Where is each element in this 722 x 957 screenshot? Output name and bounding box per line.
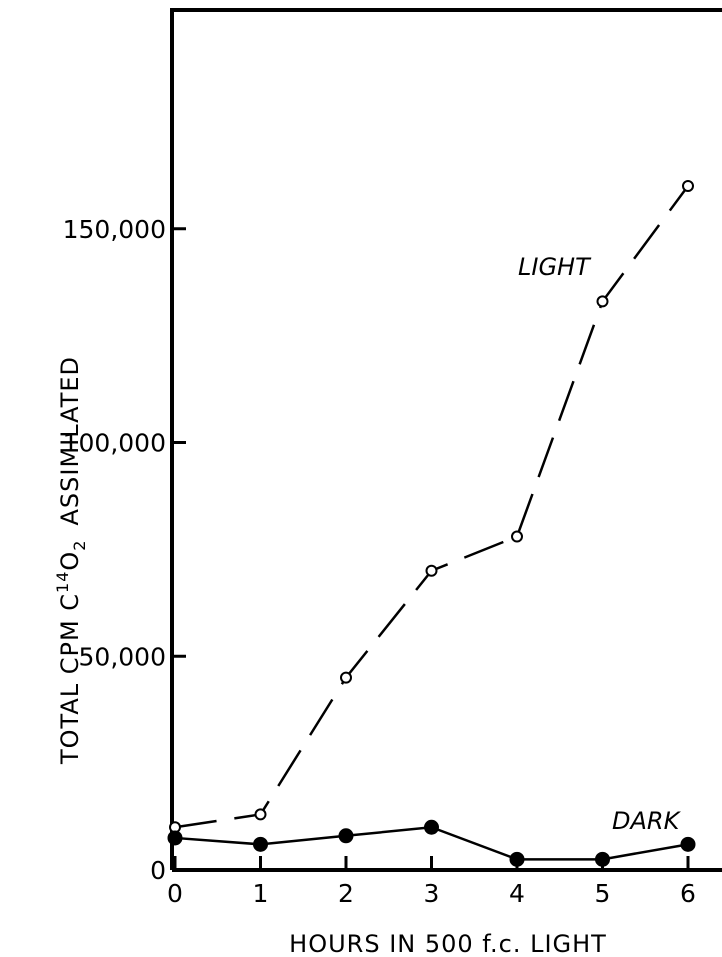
data-point-dark — [680, 836, 696, 852]
data-point-dark — [167, 830, 183, 846]
data-point-light — [340, 671, 352, 684]
y-axis-title-oxygen: O — [56, 551, 84, 571]
data-point-dark — [509, 851, 525, 867]
y-axis-title-subscript: 2 — [70, 540, 89, 551]
series-line-light — [174, 185, 690, 829]
x-tick-label: 5 — [595, 879, 611, 908]
data-point-light — [511, 530, 523, 543]
y-axis-title-suffix: ASSIMILATED — [56, 356, 84, 526]
y-ticks: 0 50,000 100,000 150,000 — [63, 215, 186, 885]
series-labels: LIGHT DARK — [518, 253, 682, 835]
plot-frame — [170, 8, 722, 872]
y-tick-label: 100,000 — [63, 429, 166, 458]
series-points — [167, 180, 696, 867]
data-point-dark — [338, 828, 354, 844]
data-point-dark — [595, 851, 610, 867]
x-tick-label: 1 — [253, 879, 269, 908]
y-axis-title: TOTAL CPM C14O2 ASSIMILATED — [53, 356, 89, 765]
x-tick-label: 6 — [680, 879, 696, 908]
data-point-dark — [424, 819, 439, 835]
x-tick-label: 0 — [167, 879, 183, 908]
data-point-light — [425, 564, 438, 577]
x-tick-label: 4 — [509, 879, 525, 908]
data-point-light — [254, 808, 267, 821]
y-tick-label: 0 — [150, 856, 166, 885]
series-label-light: LIGHT — [518, 253, 592, 281]
y-tick-label: 150,000 — [63, 215, 166, 244]
y-tick-label: 50,000 — [79, 642, 166, 671]
series-label-dark: DARK — [612, 807, 682, 835]
data-point-light — [682, 180, 694, 192]
y-axis-title-superscript: 14 — [53, 571, 72, 593]
x-ticks: 0 1 2 3 4 5 6 — [167, 856, 696, 908]
x-tick-label: 2 — [338, 879, 354, 908]
data-point-dark — [253, 836, 268, 852]
data-point-light — [596, 295, 609, 308]
series-lines — [174, 185, 690, 861]
x-axis-title: HOURS IN 500 f.c. LIGHT — [289, 930, 607, 957]
x-tick-label: 3 — [424, 879, 440, 908]
y-axis-title-prefix: TOTAL CPM C — [56, 593, 84, 765]
